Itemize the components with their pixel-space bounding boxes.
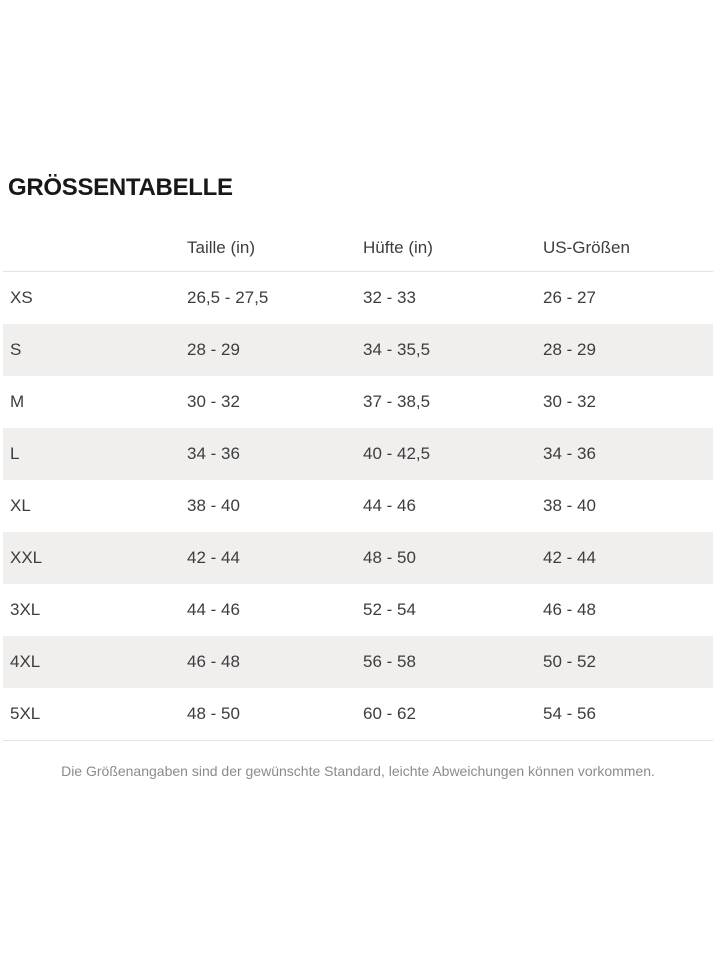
us-size-value: 26 - 27 [543,288,596,307]
table-row: XS 26,5 - 27,5 32 - 33 26 - 27 [3,272,713,324]
hip-value: 40 - 42,5 [363,444,431,463]
size-label: XXL [10,548,43,567]
hip-value: 60 - 62 [363,704,416,723]
page-title: GRÖSSENTABELLE [8,174,233,201]
hip-value: 32 - 33 [363,288,416,307]
size-chart: GRÖSSENTABELLE Taille (in) Hüfte (in) US… [3,174,713,780]
table-row: M 30 - 32 37 - 38,5 30 - 32 [3,376,713,428]
size-chart-disclaimer: Die Größenangaben sind der gewünschte St… [61,763,655,779]
waist-value: 38 - 40 [187,496,240,515]
table-body: XS 26,5 - 27,5 32 - 33 26 - 27 S 28 - 29… [3,272,713,741]
us-size-value: 50 - 52 [543,652,596,671]
waist-value: 46 - 48 [187,652,240,671]
header-hip-column: Hüfte (in) [363,237,433,257]
table-row: 4XL 46 - 48 56 - 58 50 - 52 [3,636,713,688]
size-label: XS [10,288,33,307]
us-size-value: 28 - 29 [543,340,596,359]
hip-value: 34 - 35,5 [363,340,431,359]
us-size-value: 46 - 48 [543,600,596,619]
header-waist-column: Taille (in) [187,237,256,257]
waist-value: 30 - 32 [187,392,240,411]
waist-value: 34 - 36 [187,444,240,463]
waist-value: 48 - 50 [187,704,240,723]
waist-value: 26,5 - 27,5 [187,288,269,307]
hip-value: 37 - 38,5 [363,392,431,411]
waist-value: 28 - 29 [187,340,240,359]
us-size-value: 34 - 36 [543,444,596,463]
header-us-sizes-column: US-Größen [543,237,630,257]
waist-value: 44 - 46 [187,600,240,619]
waist-value: 42 - 44 [187,548,240,567]
us-size-value: 54 - 56 [543,704,596,723]
us-size-value: 30 - 32 [543,392,596,411]
table-row: L 34 - 36 40 - 42,5 34 - 36 [3,428,713,480]
table-row: XXL 42 - 44 48 - 50 42 - 44 [3,532,713,584]
hip-value: 52 - 54 [363,600,416,619]
size-label: XL [10,496,31,515]
size-label: 4XL [10,652,41,671]
hip-value: 48 - 50 [363,548,416,567]
table-header-row: Taille (in) Hüfte (in) US-Größen [3,224,713,272]
table-row: XL 38 - 40 44 - 46 38 - 40 [3,480,713,532]
size-label: 3XL [10,600,41,619]
size-label: S [10,340,22,359]
size-label: M [10,392,25,411]
hip-value: 56 - 58 [363,652,416,671]
us-size-value: 42 - 44 [543,548,596,567]
table-row: S 28 - 29 34 - 35,5 28 - 29 [3,324,713,376]
us-size-value: 38 - 40 [543,496,596,515]
hip-value: 44 - 46 [363,496,416,515]
table-row: 5XL 48 - 50 60 - 62 54 - 56 [3,688,713,740]
size-label: L [10,444,20,463]
table-row: 3XL 44 - 46 52 - 54 46 - 48 [3,584,713,636]
size-label: 5XL [10,704,41,723]
